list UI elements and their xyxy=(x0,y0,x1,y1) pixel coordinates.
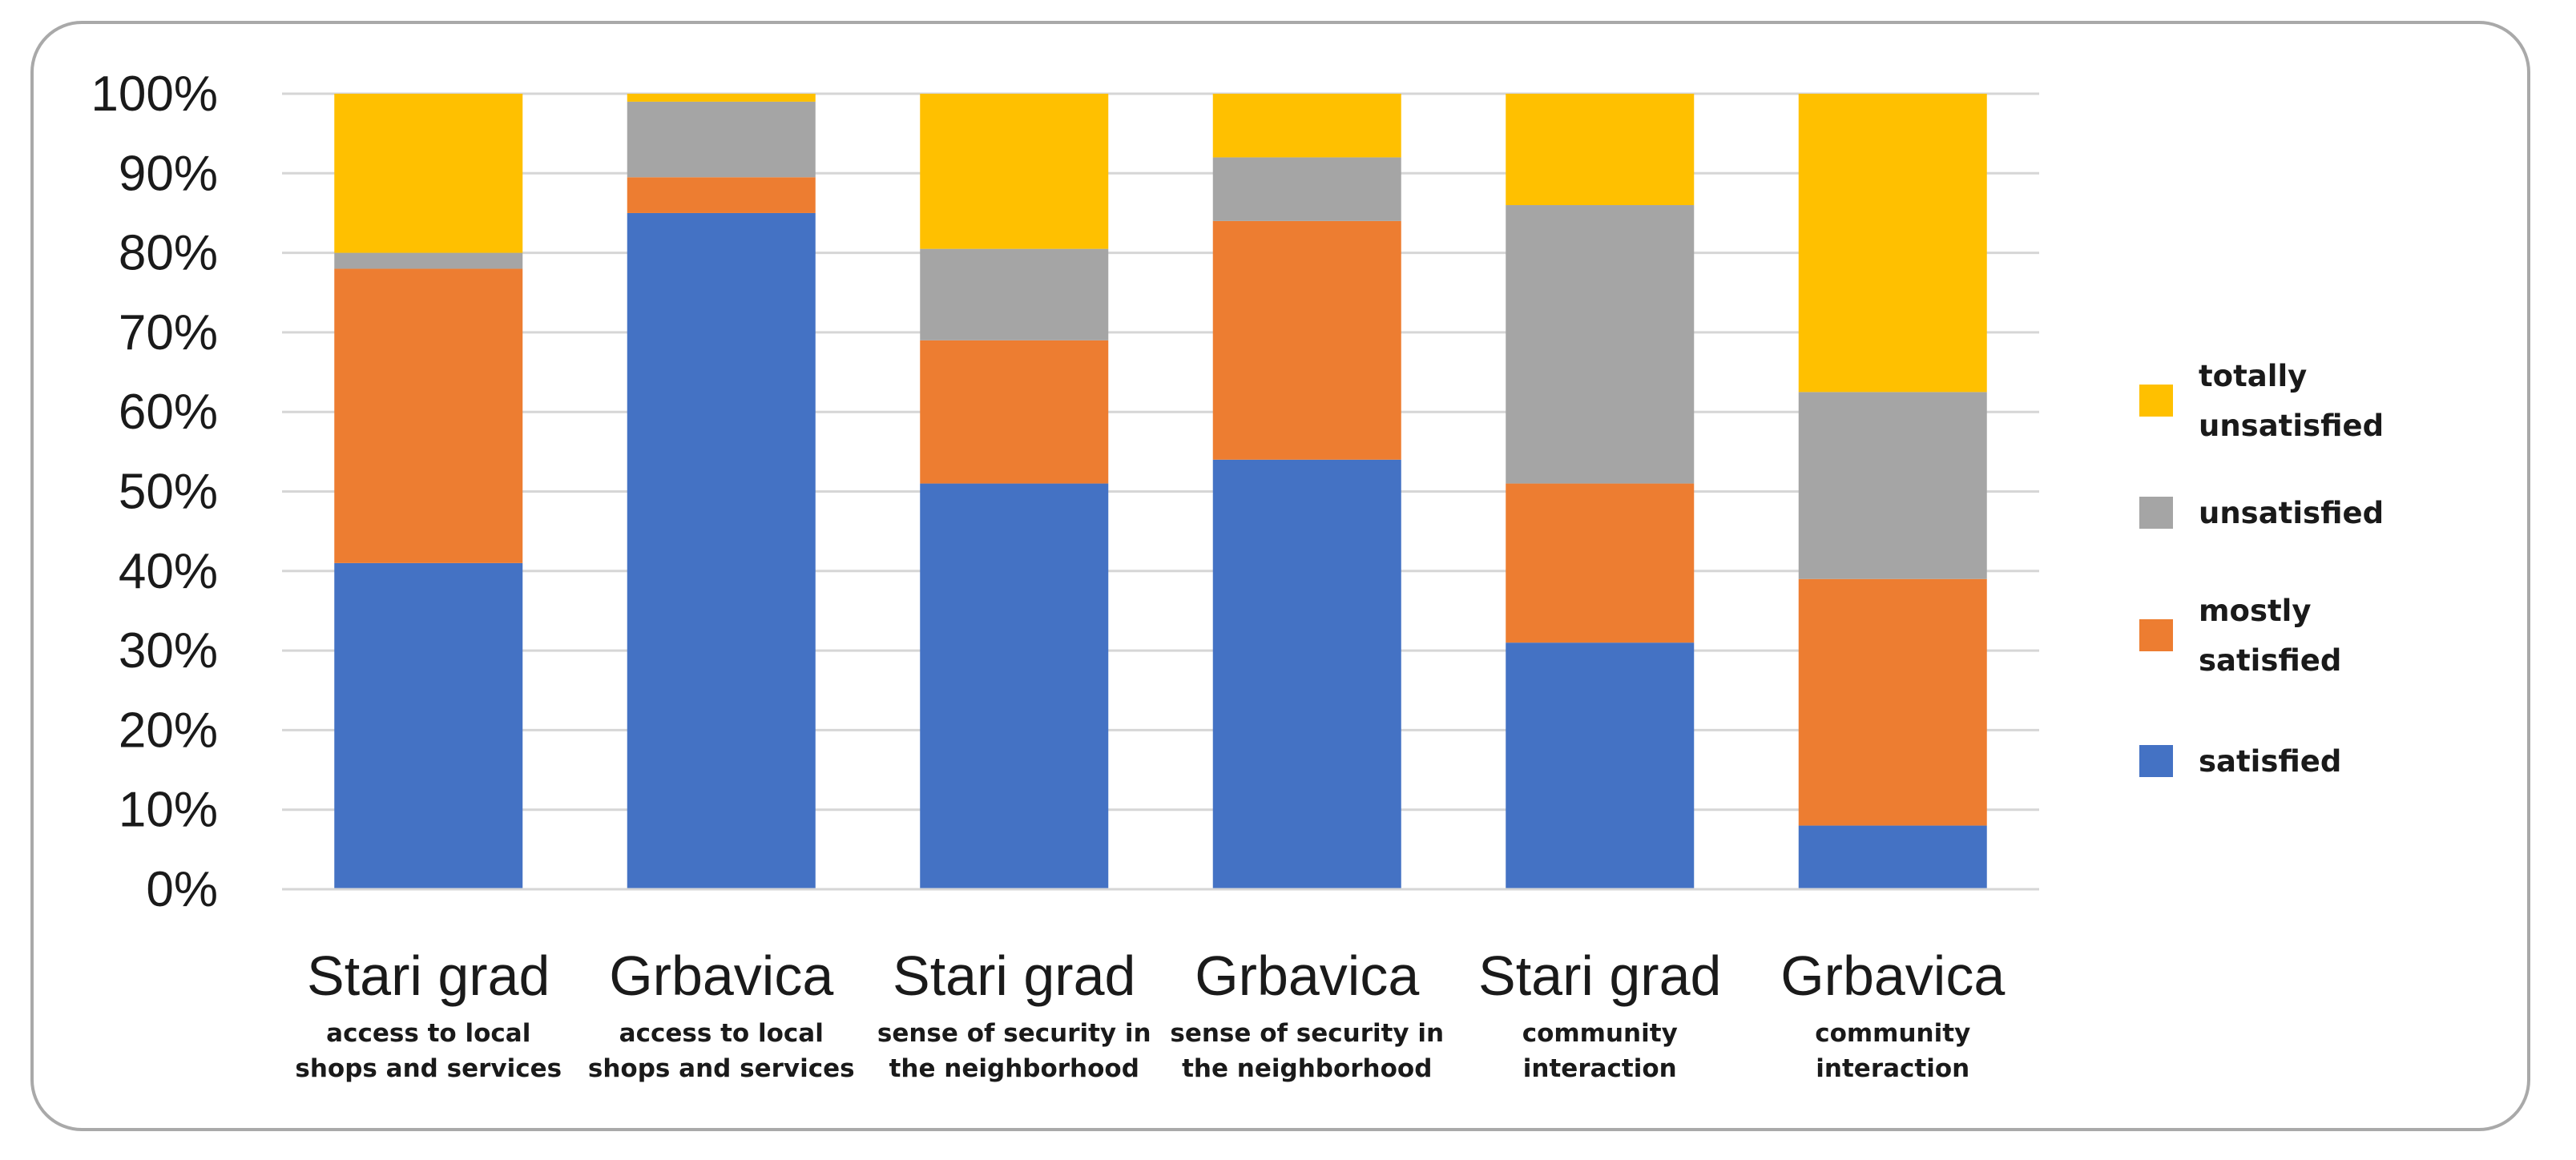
y-tick-label: 90% xyxy=(119,146,218,201)
category-sublabel: interaction xyxy=(1523,1054,1677,1083)
category-label: Stari grad xyxy=(893,945,1135,1007)
y-tick-label: 40% xyxy=(119,544,218,599)
bar-segment-mostly-satisfied xyxy=(627,177,816,213)
category-sublabel: interaction xyxy=(1816,1054,1969,1083)
bar-segment-mostly-satisfied xyxy=(1798,578,1987,826)
y-tick-label: 70% xyxy=(119,305,218,360)
y-tick-label: 60% xyxy=(119,385,218,440)
legend-swatch-satisfied xyxy=(2139,745,2173,777)
legend-label: satisfied xyxy=(2199,643,2341,678)
bar-segment-totally-unsatisfied xyxy=(920,94,1109,249)
bar-segment-totally-unsatisfied xyxy=(1212,94,1401,158)
category-sublabel: shops and services xyxy=(295,1054,562,1083)
legend-swatch-totally-unsatisfied xyxy=(2139,385,2173,417)
bar-segment-mostly-satisfied xyxy=(1212,220,1401,460)
y-tick-label: 20% xyxy=(119,703,218,758)
legend-label: totally xyxy=(2199,359,2307,393)
category-label: Grbavica xyxy=(609,945,833,1007)
bar-segment-unsatisfied xyxy=(920,248,1109,340)
bar-segment-totally-unsatisfied xyxy=(1506,94,1695,206)
legend-label: unsatisfied xyxy=(2199,409,2384,443)
category-sublabel: community xyxy=(1815,1019,1970,1048)
bars xyxy=(334,94,1987,889)
y-tick-label: 10% xyxy=(119,783,218,838)
bar-segment-unsatisfied xyxy=(1212,157,1401,221)
bar-segment-satisfied xyxy=(1506,642,1695,889)
legend-label: satisfied xyxy=(2199,744,2341,779)
category-sublabel: shops and services xyxy=(588,1054,855,1083)
y-tick-label: 0% xyxy=(146,862,218,917)
bar-segment-totally-unsatisfied xyxy=(1798,94,1987,393)
legend-label: unsatisfied xyxy=(2199,496,2384,530)
bar-segment-totally-unsatisfied xyxy=(627,94,816,102)
category-sublabel: community xyxy=(1522,1019,1678,1048)
bar-segment-unsatisfied xyxy=(627,101,816,178)
y-tick-label: 100% xyxy=(91,66,218,122)
bar-segment-mostly-satisfied xyxy=(334,268,523,563)
bar-segment-mostly-satisfied xyxy=(1506,483,1695,643)
category-sublabel: sense of security in xyxy=(877,1019,1151,1048)
category-sublabel: access to local xyxy=(619,1019,824,1048)
bar-segment-satisfied xyxy=(1798,825,1987,889)
category-sublabel: the neighborhood xyxy=(889,1054,1139,1083)
legend: totally unsatisfied unsatisfied mostly satis… xyxy=(2139,359,2384,779)
category-sublabel: access to local xyxy=(326,1019,530,1048)
bar-segment-unsatisfied xyxy=(1798,392,1987,579)
bar-segment-unsatisfied xyxy=(334,252,523,269)
bar-segment-totally-unsatisfied xyxy=(334,94,523,253)
y-tick-label: 80% xyxy=(119,226,218,281)
category-sublabel: the neighborhood xyxy=(1182,1054,1432,1083)
legend-swatch-mostly-satisfied xyxy=(2139,619,2173,651)
gridlines xyxy=(282,92,2039,891)
bar-segment-satisfied xyxy=(334,562,523,889)
bar-segment-satisfied xyxy=(627,212,816,889)
y-tick-label: 50% xyxy=(119,465,218,520)
category-label: Stari grad xyxy=(307,945,550,1007)
bar-segment-mostly-satisfied xyxy=(920,340,1109,484)
category-sublabel: sense of security in xyxy=(1170,1019,1444,1048)
category-label: Stari grad xyxy=(1478,945,1721,1007)
y-axis: 0% 10% 20% 30% 40% 50% 60% 70% 80% 90% 100% xyxy=(91,66,2039,917)
bar-segment-unsatisfied xyxy=(1506,205,1695,484)
bar-segment-satisfied xyxy=(920,483,1109,889)
bar-segment-satisfied xyxy=(1212,459,1401,889)
category-label: Grbavica xyxy=(1195,945,1419,1007)
legend-swatch-unsatisfied xyxy=(2139,497,2173,529)
legend-label: mostly xyxy=(2199,594,2311,628)
x-axis-categories: Stari grad access to local shops and servi… xyxy=(295,945,2005,1083)
category-label: Grbavica xyxy=(1780,945,2005,1007)
y-tick-label: 30% xyxy=(119,623,218,679)
